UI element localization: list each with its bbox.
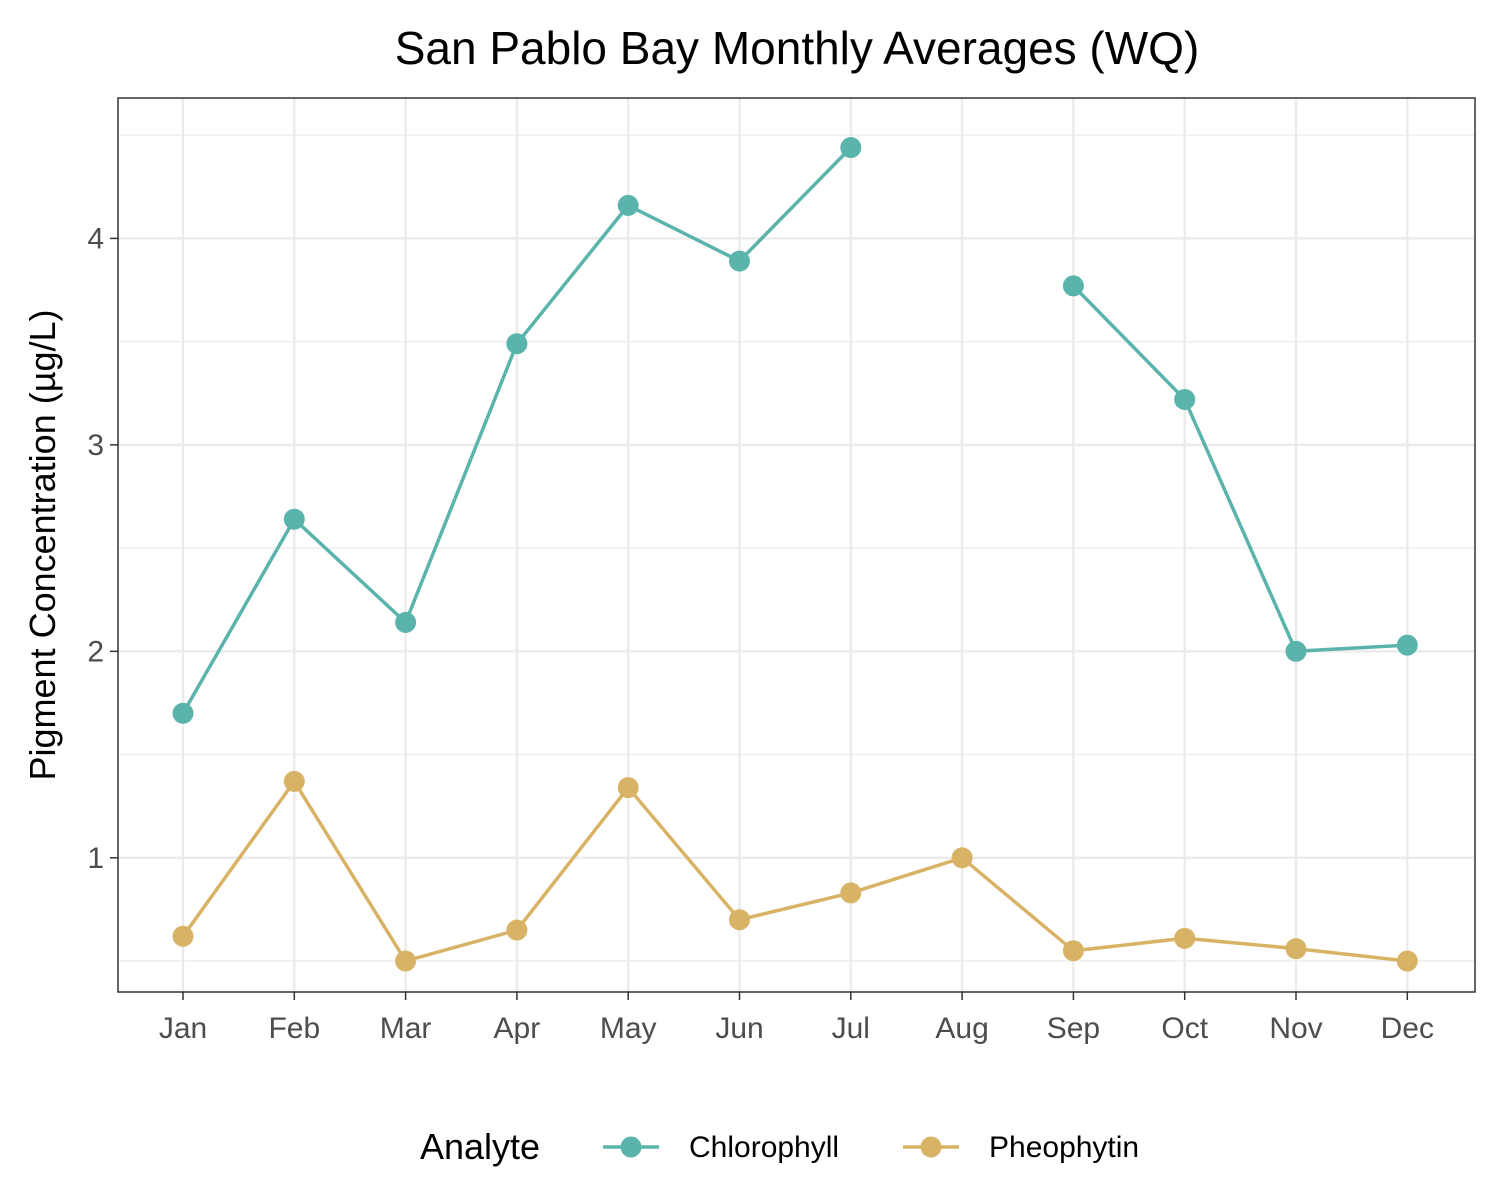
x-tick-label: Nov	[1269, 1012, 1322, 1045]
data-point-pheophytin	[617, 777, 639, 799]
x-tick-label: Aug	[935, 1012, 988, 1045]
data-point-chlorophyll	[395, 611, 417, 633]
data-point-chlorophyll	[1174, 388, 1196, 410]
data-point-pheophytin	[1062, 940, 1084, 962]
series-line-pheophytin	[181, 779, 1408, 963]
data-point-pheophytin	[395, 950, 417, 972]
x-tick-label: Jul	[832, 1012, 870, 1045]
y-tick-label: 1	[87, 842, 104, 875]
data-point-pheophytin	[951, 847, 973, 869]
data-point-pheophytin	[1174, 927, 1196, 949]
data-point-chlorophyll	[617, 194, 639, 216]
x-tick-label: Feb	[268, 1012, 320, 1045]
series-layer	[172, 137, 1418, 972]
y-axis-title: Pigment Concentration (µg/L)	[22, 310, 63, 781]
legend-key-point	[920, 1136, 942, 1158]
data-point-chlorophyll	[1396, 634, 1418, 656]
x-tick-label: Mar	[380, 1012, 432, 1045]
data-point-chlorophyll	[172, 702, 194, 724]
x-tick-label: Jun	[715, 1012, 763, 1045]
legend-item-pheophytin: Pheophytin	[903, 1131, 1139, 1164]
axes: 1 2 3 4 Jan Feb Mar Apr May Jun Jul Aug Sep Oct Nov Dec	[87, 222, 1434, 1045]
legend-label: Chlorophyll	[689, 1131, 839, 1164]
y-tick-label: 3	[87, 429, 104, 462]
data-point-chlorophyll	[1062, 275, 1084, 297]
data-point-chlorophyll	[283, 508, 305, 530]
y-tick-label: 4	[87, 222, 104, 255]
series-line-chlorophyll	[181, 146, 1408, 715]
legend: Analyte Chlorophyll Pheophytin	[420, 1126, 1139, 1167]
legend-key-point	[620, 1136, 642, 1158]
x-tick-label: Oct	[1161, 1012, 1208, 1045]
x-tick-label: Apr	[494, 1012, 541, 1045]
data-point-pheophytin	[729, 909, 750, 931]
data-point-pheophytin	[1285, 938, 1307, 960]
data-point-chlorophyll	[1285, 640, 1307, 662]
legend-items: Chlorophyll Pheophytin	[603, 1131, 1139, 1164]
data-point-pheophytin	[1396, 950, 1418, 972]
x-tick-label: Sep	[1047, 1012, 1100, 1045]
x-tick-label: Jan	[159, 1012, 207, 1045]
data-point-pheophytin	[506, 919, 528, 941]
chart-title: San Pablo Bay Monthly Averages (WQ)	[395, 22, 1200, 74]
series-chlorophyll	[172, 137, 1418, 724]
data-point-pheophytin	[840, 882, 862, 904]
data-point-chlorophyll	[840, 137, 862, 159]
legend-title: Analyte	[420, 1126, 540, 1167]
x-tick-label: Dec	[1381, 1012, 1434, 1045]
data-point-pheophytin	[283, 770, 305, 792]
data-point-chlorophyll	[506, 333, 528, 355]
data-point-pheophytin	[172, 925, 194, 947]
y-tick-label: 2	[87, 635, 104, 668]
legend-label: Pheophytin	[989, 1131, 1139, 1164]
legend-item-chlorophyll: Chlorophyll	[603, 1131, 839, 1164]
x-tick-label: May	[600, 1012, 657, 1045]
data-point-chlorophyll	[729, 250, 750, 272]
plot-border	[117, 97, 1476, 993]
series-pheophytin	[172, 770, 1418, 972]
gridlines	[118, 98, 1475, 992]
